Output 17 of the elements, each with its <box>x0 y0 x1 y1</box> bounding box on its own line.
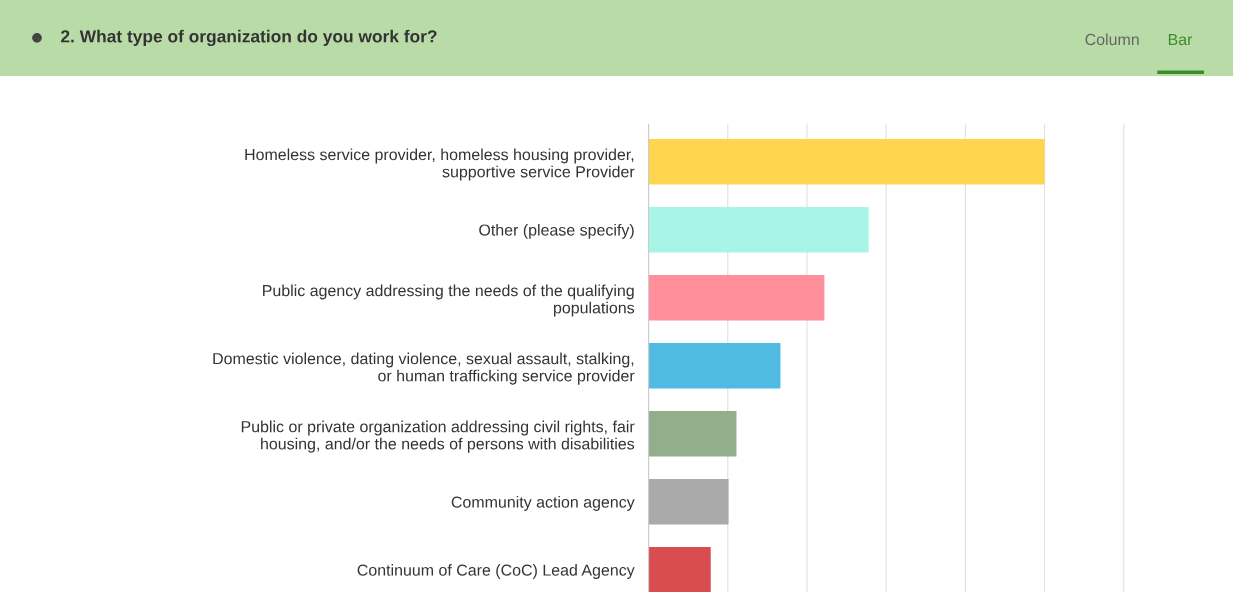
bar <box>648 342 781 389</box>
y-tick-label: Public agency addressing the needs of the qualifying populations <box>263 284 635 317</box>
bar <box>648 138 1045 185</box>
bar <box>648 547 711 592</box>
y-tick-label: Public or private organization addressing civil rights, fair housing, and/or the needs of persons with disabilities <box>241 420 635 453</box>
text: 2. What type of organization do you work for? <box>61 29 437 47</box>
bar <box>648 411 737 457</box>
bar <box>648 479 729 525</box>
text: Bar <box>1168 33 1193 46</box>
y-tick-label: Domestic violence, dating violence, sexual assault, stalking, or human trafficking service provider <box>213 352 635 385</box>
bar <box>648 206 869 253</box>
y-tick-label: Homeless service provider, homeless housing provider, supportive service Provider <box>245 148 635 181</box>
y-tick-label: Continuum of Care (CoC) Lead Agency <box>357 564 635 579</box>
y-tick-label: Community action agency <box>451 496 635 511</box>
bar <box>648 274 825 321</box>
y-tick-label: Other (please specify) <box>479 223 634 239</box>
text: Column <box>1085 33 1139 46</box>
